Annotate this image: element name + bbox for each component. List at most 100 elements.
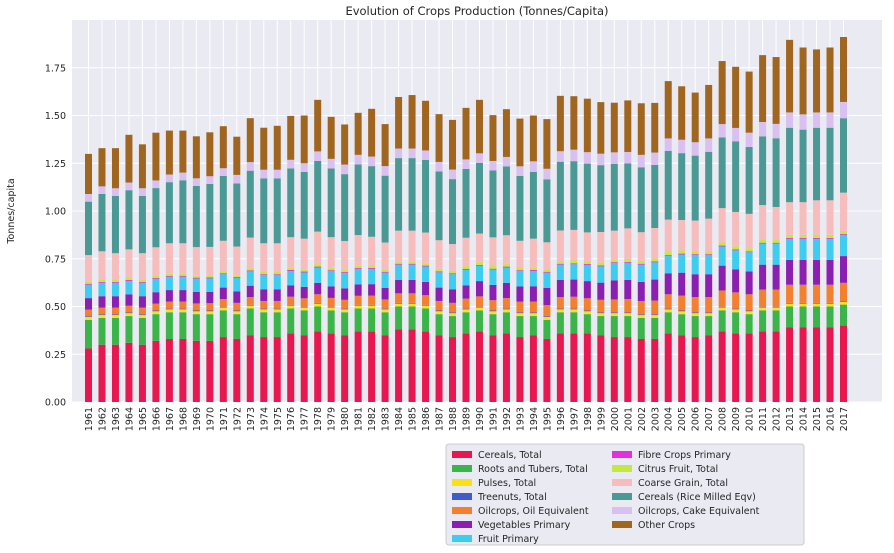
bar-segment [799, 306, 807, 328]
bar-segment [624, 299, 632, 313]
bar-segment [192, 303, 200, 311]
x-tick-label: 1968 [178, 407, 189, 431]
bar-segment [85, 348, 92, 402]
bar-segment [651, 315, 659, 318]
bar-segment [583, 263, 591, 265]
bar-segment [475, 306, 483, 308]
bar-segment [395, 302, 403, 304]
bar-segment [125, 313, 133, 317]
bar-segment [300, 271, 308, 273]
bar-segment [192, 178, 200, 186]
bar-segment [799, 114, 807, 130]
bar-segment [152, 277, 160, 279]
bar-segment [556, 279, 564, 298]
bar-segment [165, 182, 173, 244]
bar-segment [287, 270, 295, 271]
bar-segment [543, 271, 551, 273]
bar-segment [678, 250, 686, 254]
bar-segment [206, 303, 214, 311]
bar-segment [516, 316, 524, 338]
bar-segment [759, 306, 767, 308]
bar-segment [691, 251, 699, 255]
bar-segment [610, 316, 618, 338]
bar-segment [260, 300, 268, 309]
bar-segment [260, 312, 268, 338]
bar-segment [85, 255, 92, 282]
bar-segment [502, 263, 510, 267]
bar-segment [570, 312, 578, 334]
bar-segment [651, 228, 659, 259]
x-tick-label: 1970 [205, 407, 216, 431]
bar-segment [354, 284, 362, 296]
bar-segment [408, 279, 416, 294]
bar-segment [718, 208, 726, 243]
bar-segment [840, 301, 847, 305]
bar-segment [354, 331, 362, 402]
bar-segment [233, 136, 241, 175]
bar-segment [664, 333, 672, 402]
bar-segment [840, 192, 847, 231]
bar-segment [529, 301, 537, 313]
x-tick-label: 1967 [165, 407, 176, 431]
x-tick-label: 1971 [219, 407, 230, 431]
bar-segment [516, 240, 524, 268]
bar-segment [219, 175, 227, 241]
bar-segment [705, 218, 713, 252]
x-tick-label: 1985 [408, 407, 419, 431]
bar-segment [395, 293, 403, 303]
bar-segment [691, 316, 699, 338]
bar-segment [529, 161, 537, 172]
bar-segment [300, 272, 308, 287]
bar-segment [502, 156, 510, 167]
bar-segment [597, 266, 605, 283]
bar-segment [475, 162, 483, 234]
bar-segment [813, 306, 821, 328]
bar-segment [583, 310, 591, 312]
bar-segment [651, 261, 659, 263]
bar-segment [570, 263, 578, 265]
bar-segment [462, 107, 470, 160]
bar-segment [718, 137, 726, 209]
legend-label: Cereals (Rice Milled Eqv) [638, 492, 756, 503]
bar-segment [624, 337, 632, 402]
bar-segment [840, 234, 847, 236]
bar-segment [637, 300, 645, 315]
legend-label: Oilcrops, Cake Equivalent [638, 506, 760, 517]
bar-segment [556, 95, 564, 152]
bar-segment [179, 130, 187, 173]
bar-segment [273, 289, 281, 301]
bar-segment [826, 327, 834, 402]
bar-segment [529, 312, 537, 314]
x-axis: 1961 1962 1963 1964 1965 1966 1967 1968 1969 1970… [84, 407, 850, 431]
bar-segment [341, 272, 349, 274]
bar-segment [813, 112, 821, 128]
bar-segment [368, 108, 376, 157]
bar-segment [678, 153, 686, 220]
bar-segment [556, 308, 564, 310]
bar-segment [273, 274, 281, 276]
bar-segment [529, 115, 537, 162]
x-tick-label: 1964 [124, 407, 135, 431]
bar-segment [125, 305, 133, 313]
bar-segment [111, 148, 119, 189]
bar-segment [287, 308, 295, 334]
bar-segment [395, 263, 403, 265]
bar-segment [637, 281, 645, 301]
bar-segment [111, 253, 119, 280]
bar-segment [98, 317, 106, 345]
bar-segment [179, 275, 187, 277]
bar-segment [813, 303, 821, 307]
bar-segment [745, 132, 753, 148]
bar-segment [314, 282, 322, 295]
bar-segment [138, 253, 146, 280]
bar-segment [799, 327, 807, 402]
bar-segment [718, 61, 726, 125]
bar-segment [570, 296, 578, 309]
bar-segment [260, 275, 268, 290]
bar-segment [206, 340, 214, 402]
bar-segment [597, 282, 605, 300]
bar-segment [597, 153, 605, 166]
bar-segment [772, 242, 780, 244]
bar-segment [273, 312, 281, 338]
bar-segment [718, 246, 726, 266]
